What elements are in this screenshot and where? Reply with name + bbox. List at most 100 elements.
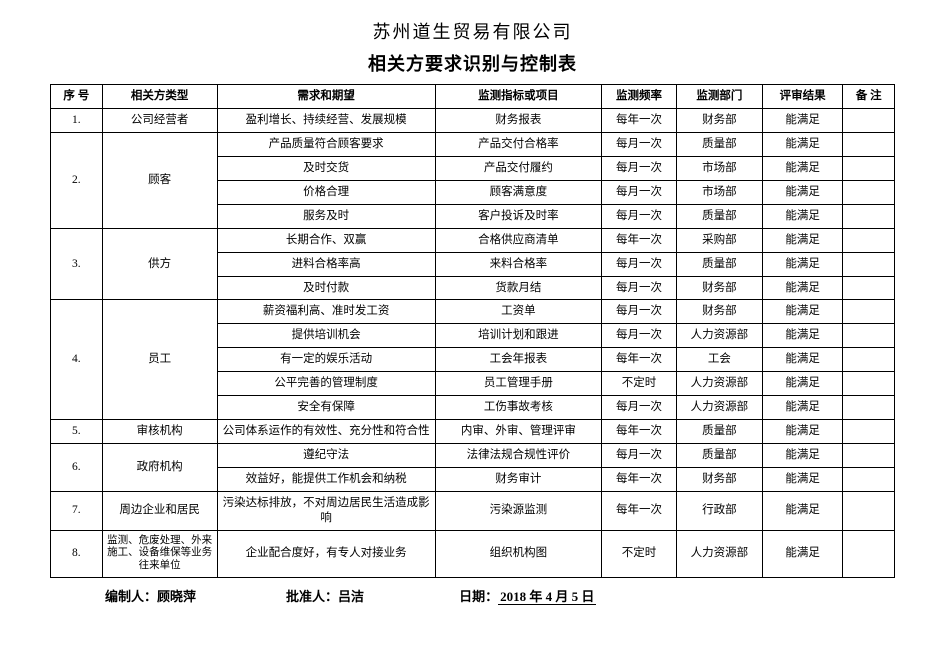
cell-note (843, 108, 895, 132)
cell-note (843, 180, 895, 204)
cell-type: 周边企业和居民 (102, 491, 217, 530)
cell-indicator: 污染源监测 (435, 491, 602, 530)
cell-type: 顾客 (102, 132, 217, 228)
cell-freq: 每月一次 (602, 324, 677, 348)
table-row: 1.公司经营者盈利增长、持续经营、发展规模财务报表每年一次财务部能满足 (51, 108, 895, 132)
date-section: 日期：2018 年 4 月 5 日 (459, 586, 596, 605)
cell-seq: 2. (51, 132, 103, 228)
cell-need: 企业配合度好，有专人对接业务 (217, 530, 435, 577)
cell-dept: 人力资源部 (676, 530, 762, 577)
cell-indicator: 组织机构图 (435, 530, 602, 577)
approver-label: 批准人： (286, 589, 338, 604)
table-body: 1.公司经营者盈利增长、持续经营、发展规模财务报表每年一次财务部能满足2.顾客 产… (51, 108, 895, 577)
cell-dept: 人力资源部 (676, 324, 762, 348)
footer-line: 编制人：顾晓萍 批准人：吕洁 日期：2018 年 4 月 5 日 (50, 586, 895, 605)
cell-seq: 3. (51, 228, 103, 300)
cell-result: 能满足 (762, 491, 842, 530)
cell-dept: 人力资源部 (676, 372, 762, 396)
cell-indicator: 产品交付合格率 (435, 132, 602, 156)
cell-result: 能满足 (762, 300, 842, 324)
cell-seq: 8. (51, 530, 103, 577)
cell-note (843, 348, 895, 372)
cell-need: 进料合格率高 (217, 252, 435, 276)
cell-note (843, 300, 895, 324)
cell-result: 能满足 (762, 348, 842, 372)
cell-need: 公司体系运作的有效性、充分性和符合性 (217, 420, 435, 444)
header-note: 备 注 (843, 85, 895, 109)
cell-indicator: 员工管理手册 (435, 372, 602, 396)
cell-need: 遵纪守法 (217, 444, 435, 468)
cell-dept: 质量部 (676, 420, 762, 444)
cell-indicator: 工资单 (435, 300, 602, 324)
cell-need: 服务及时 (217, 204, 435, 228)
cell-note (843, 396, 895, 420)
table-row: 4.员工薪资福利高、准时发工资工资单每月一次财务部能满足 (51, 300, 895, 324)
cell-need: 有一定的娱乐活动 (217, 348, 435, 372)
cell-freq: 每月一次 (602, 180, 677, 204)
cell-dept: 质量部 (676, 252, 762, 276)
cell-indicator: 工伤事故考核 (435, 396, 602, 420)
cell-result: 能满足 (762, 420, 842, 444)
cell-seq: 4. (51, 300, 103, 420)
approver-section: 批准人：吕洁 (286, 586, 364, 605)
cell-indicator: 来料合格率 (435, 252, 602, 276)
cell-note (843, 530, 895, 577)
cell-result: 能满足 (762, 132, 842, 156)
cell-seq: 7. (51, 491, 103, 530)
table-row: 3.供方长期合作、双赢合格供应商清单每年一次采购部能满足 (51, 228, 895, 252)
cell-dept: 人力资源部 (676, 396, 762, 420)
cell-result: 能满足 (762, 204, 842, 228)
cell-indicator: 产品交付履约 (435, 156, 602, 180)
cell-note (843, 156, 895, 180)
cell-result: 能满足 (762, 372, 842, 396)
cell-note (843, 468, 895, 492)
table-row: 6.政府机构遵纪守法法律法规合规性评价每月一次质量部能满足 (51, 444, 895, 468)
cell-dept: 质量部 (676, 132, 762, 156)
cell-type: 审核机构 (102, 420, 217, 444)
cell-seq: 1. (51, 108, 103, 132)
cell-indicator: 内审、外审、管理评审 (435, 420, 602, 444)
cell-indicator: 法律法规合规性评价 (435, 444, 602, 468)
cell-need: 效益好，能提供工作机会和纳税 (217, 468, 435, 492)
cell-note (843, 491, 895, 530)
cell-indicator: 合格供应商清单 (435, 228, 602, 252)
table-row: 8.监测、危废处理、外来施工、设备维保等业务往来单位企业配合度好，有专人对接业务… (51, 530, 895, 577)
header-result: 评审结果 (762, 85, 842, 109)
cell-note (843, 204, 895, 228)
cell-freq: 每月一次 (602, 276, 677, 300)
cell-dept: 行政部 (676, 491, 762, 530)
cell-dept: 采购部 (676, 228, 762, 252)
cell-freq: 不定时 (602, 530, 677, 577)
cell-result: 能满足 (762, 108, 842, 132)
cell-dept: 质量部 (676, 204, 762, 228)
cell-seq: 5. (51, 420, 103, 444)
cell-indicator: 财务审计 (435, 468, 602, 492)
cell-need: 及时交货 (217, 156, 435, 180)
cell-result: 能满足 (762, 324, 842, 348)
cell-type: 员工 (102, 300, 217, 420)
header-indicator: 监测指标或项目 (435, 85, 602, 109)
cell-result: 能满足 (762, 180, 842, 204)
cell-note (843, 228, 895, 252)
cell-note (843, 252, 895, 276)
cell-freq: 每年一次 (602, 468, 677, 492)
cell-seq: 6. (51, 444, 103, 492)
header-type: 相关方类型 (102, 85, 217, 109)
author-label: 编制人： (105, 589, 157, 604)
table-row: 5.审核机构公司体系运作的有效性、充分性和符合性内审、外审、管理评审每年一次质量… (51, 420, 895, 444)
cell-need: 公平完善的管理制度 (217, 372, 435, 396)
cell-type: 供方 (102, 228, 217, 300)
cell-dept: 财务部 (676, 468, 762, 492)
header-dept: 监测部门 (676, 85, 762, 109)
cell-need: 价格合理 (217, 180, 435, 204)
cell-need: 薪资福利高、准时发工资 (217, 300, 435, 324)
cell-indicator: 财务报表 (435, 108, 602, 132)
cell-result: 能满足 (762, 276, 842, 300)
date-label: 日期： (459, 589, 498, 604)
cell-note (843, 444, 895, 468)
cell-freq: 每月一次 (602, 396, 677, 420)
header-seq: 序 号 (51, 85, 103, 109)
cell-note (843, 132, 895, 156)
cell-indicator: 顾客满意度 (435, 180, 602, 204)
approver-name: 吕洁 (338, 589, 364, 604)
